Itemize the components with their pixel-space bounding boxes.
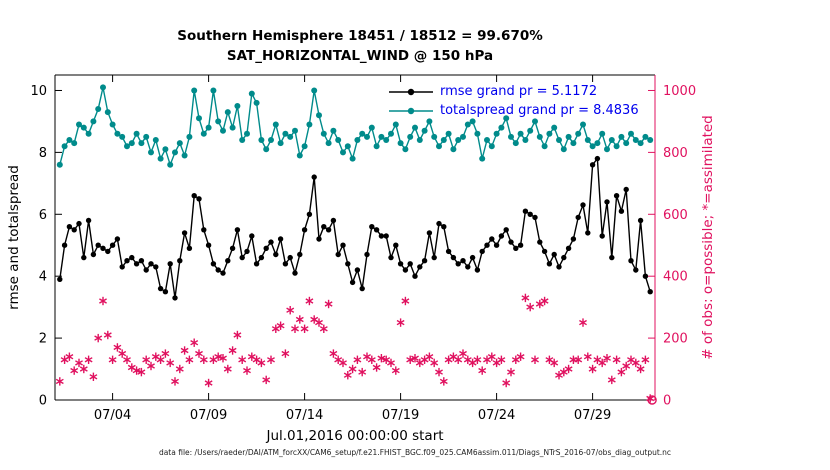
left-axis: 0 2 4 6 8 10: [30, 84, 62, 409]
series-totalspread: [56, 84, 654, 168]
legend-label-totalspread: totalspread grand pr = 8.4836: [440, 103, 639, 118]
svg-text:0: 0: [663, 394, 671, 409]
svg-text:0: 0: [39, 394, 47, 409]
left-axis-label: rmse and totalspread: [6, 165, 22, 310]
svg-text:6: 6: [39, 208, 47, 223]
svg-text:07/09: 07/09: [190, 408, 227, 423]
legend: rmse grand pr = 5.1172 totalspread grand…: [388, 82, 639, 120]
legend-item-totalspread: totalspread grand pr = 8.4836: [388, 101, 639, 120]
svg-text:2: 2: [39, 332, 47, 347]
svg-text:600: 600: [663, 208, 688, 223]
svg-text:1000: 1000: [663, 84, 696, 99]
axis-labels: rmse and totalspread # of obs: o=possible…: [6, 115, 716, 444]
svg-text:07/19: 07/19: [382, 408, 419, 423]
possible-obs-circle-marker: [647, 395, 657, 405]
svg-text:400: 400: [663, 270, 688, 285]
svg-text:10: 10: [30, 84, 47, 99]
legend-item-rmse: rmse grand pr = 5.1172: [388, 82, 639, 101]
svg-text:07/29: 07/29: [574, 408, 611, 423]
x-axis: 07/04 07/09 07/14 07/19 07/24 07/29: [94, 75, 611, 423]
title-block: Southern Hemisphere 18451 / 18512 = 99.6…: [40, 26, 680, 66]
totalspread-line-marker: [389, 107, 433, 114]
x-axis-label: Jul.01,2016 00:00:00 start: [265, 428, 443, 444]
series-observations-assimilated: [55, 293, 657, 405]
svg-text:8: 8: [39, 146, 47, 161]
svg-text:07/14: 07/14: [286, 408, 323, 423]
data-file-path: data file: /Users/raeder/DAI/ATM_forcXX/…: [158, 448, 672, 457]
svg-text:07/24: 07/24: [478, 408, 515, 423]
rmse-line-marker: [389, 88, 433, 95]
chart-subtitle: SAT_HORIZONTAL_WIND @ 150 hPa: [226, 48, 494, 64]
svg-text:07/04: 07/04: [94, 408, 131, 423]
plot-frame: [54, 74, 656, 401]
svg-text:800: 800: [663, 146, 688, 161]
svg-text:200: 200: [663, 332, 688, 347]
legend-label-rmse: rmse grand pr = 5.1172: [440, 84, 598, 99]
right-axis: 0 200 400 600 800 1000: [648, 84, 696, 409]
svg-text:4: 4: [39, 270, 47, 285]
chart-title: Southern Hemisphere 18451 / 18512 = 99.6…: [177, 28, 543, 44]
right-axis-label: # of obs: o=possible; *=assimilated: [700, 115, 716, 360]
series-rmse: [57, 155, 653, 301]
